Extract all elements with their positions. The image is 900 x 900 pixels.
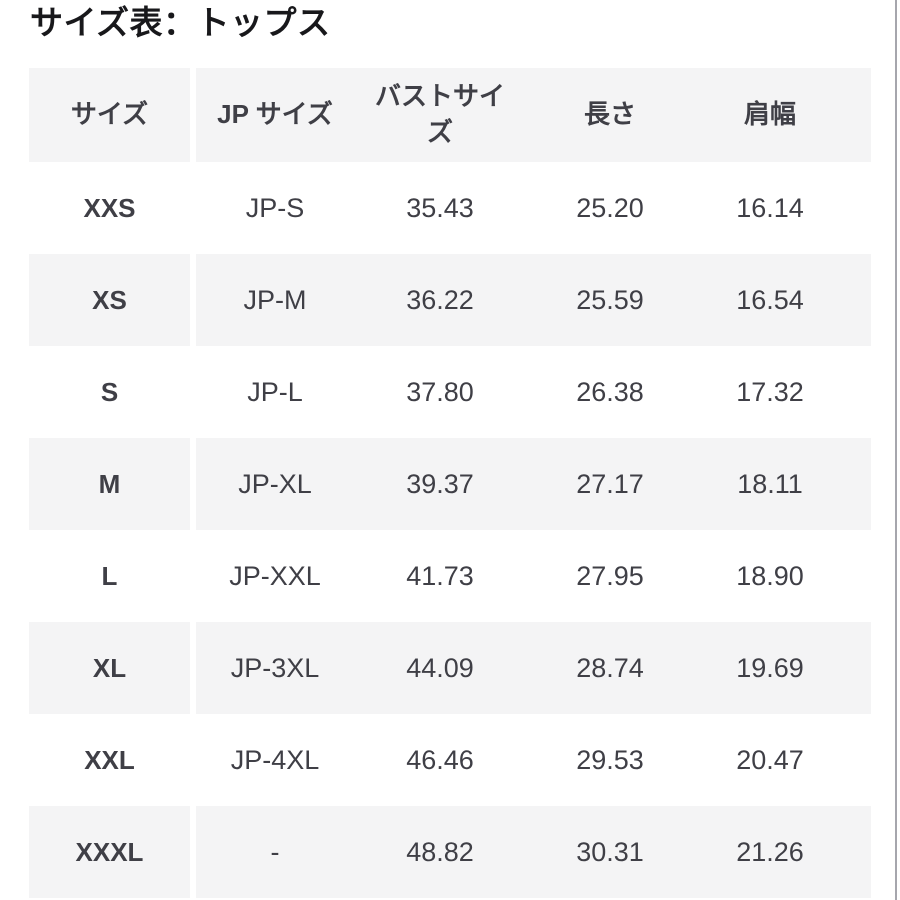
- header-cell-jp-size: JP サイズ: [196, 68, 354, 162]
- table-row: S JP-L 37.80 26.38 17.32: [29, 346, 871, 438]
- cell-bust: 44.09: [354, 622, 526, 714]
- cell-size: L: [29, 530, 196, 622]
- table-row: XXL JP-4XL 46.46 29.53 20.47: [29, 714, 871, 806]
- table-row: XXS JP-S 35.43 25.20 16.14: [29, 162, 871, 254]
- cell-shoulder: 17.32: [694, 346, 871, 438]
- cell-size: XXS: [29, 162, 196, 254]
- header-cell-shoulder: 肩幅: [694, 68, 871, 162]
- cell-jp-size: JP-S: [196, 162, 354, 254]
- cell-jp-size: JP-XL: [196, 438, 354, 530]
- cell-jp-size: -: [196, 806, 354, 898]
- page-title: サイズ表：トップス: [30, 4, 331, 41]
- cell-size: S: [29, 346, 196, 438]
- header-cell-bust-label: バストサイズ: [374, 81, 505, 147]
- cell-jp-size: JP-M: [196, 254, 354, 346]
- header-cell-length: 長さ: [526, 68, 694, 162]
- cell-jp-size: JP-3XL: [196, 622, 354, 714]
- table-row: XXXL - 48.82 30.31 21.26: [29, 806, 871, 898]
- cell-length: 25.59: [526, 254, 694, 346]
- cell-shoulder: 18.90: [694, 530, 871, 622]
- header-cell-size: サイズ: [29, 68, 196, 162]
- cell-jp-size: JP-4XL: [196, 714, 354, 806]
- size-table: サイズ JP サイズ バストサイズ 長さ 肩幅 XXS JP-S 35.43 2…: [29, 68, 871, 898]
- cell-shoulder: 21.26: [694, 806, 871, 898]
- cell-size: XXL: [29, 714, 196, 806]
- size-table-container: サイズ JP サイズ バストサイズ 長さ 肩幅 XXS JP-S 35.43 2…: [29, 68, 900, 898]
- cell-bust: 39.37: [354, 438, 526, 530]
- cell-bust: 36.22: [354, 254, 526, 346]
- table-row: L JP-XXL 41.73 27.95 18.90: [29, 530, 871, 622]
- table-row: M JP-XL 39.37 27.17 18.11: [29, 438, 871, 530]
- cell-length: 27.17: [526, 438, 694, 530]
- cell-length: 26.38: [526, 346, 694, 438]
- cell-bust: 37.80: [354, 346, 526, 438]
- table-header-row: サイズ JP サイズ バストサイズ 長さ 肩幅: [29, 68, 871, 162]
- cell-length: 25.20: [526, 162, 694, 254]
- cell-size: M: [29, 438, 196, 530]
- cell-length: 29.53: [526, 714, 694, 806]
- cell-shoulder: 16.54: [694, 254, 871, 346]
- cell-length: 28.74: [526, 622, 694, 714]
- cell-bust: 41.73: [354, 530, 526, 622]
- cell-bust: 46.46: [354, 714, 526, 806]
- cell-length: 30.31: [526, 806, 694, 898]
- cell-jp-size: JP-XXL: [196, 530, 354, 622]
- table-row: XL JP-3XL 44.09 28.74 19.69: [29, 622, 871, 714]
- cell-bust: 48.82: [354, 806, 526, 898]
- cell-shoulder: 18.11: [694, 438, 871, 530]
- cell-size: XXXL: [29, 806, 196, 898]
- cell-jp-size: JP-L: [196, 346, 354, 438]
- page-scrollbar[interactable]: [895, 0, 897, 900]
- cell-size: XS: [29, 254, 196, 346]
- header-cell-bust: バストサイズ: [354, 68, 526, 162]
- cell-size: XL: [29, 622, 196, 714]
- table-row: XS JP-M 36.22 25.59 16.54: [29, 254, 871, 346]
- cell-length: 27.95: [526, 530, 694, 622]
- cell-bust: 35.43: [354, 162, 526, 254]
- cell-shoulder: 16.14: [694, 162, 871, 254]
- cell-shoulder: 20.47: [694, 714, 871, 806]
- table-body: XXS JP-S 35.43 25.20 16.14 XS JP-M 36.22…: [29, 162, 871, 898]
- cell-shoulder: 19.69: [694, 622, 871, 714]
